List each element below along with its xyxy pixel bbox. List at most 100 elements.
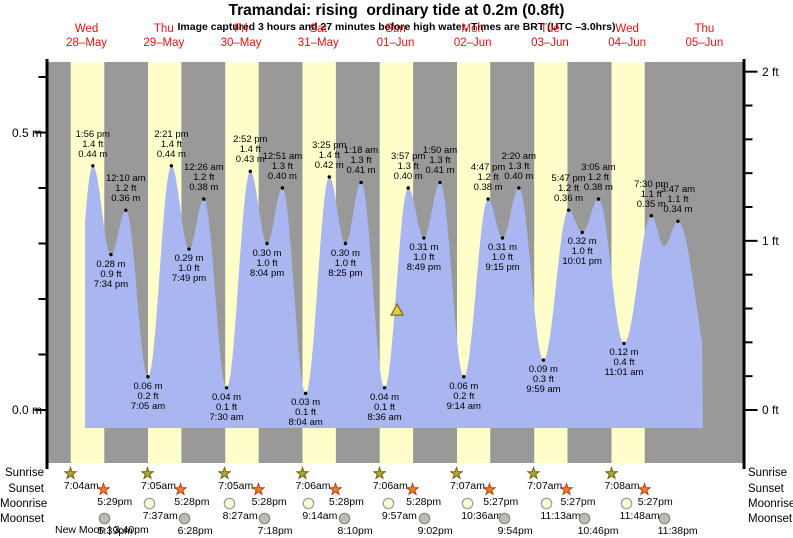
y-axis-left-label: 0.5 m (11, 125, 42, 140)
moonrise-time: 11:13am (540, 510, 581, 522)
low-tide-label: 0.29 m 1.0 ft 7:49 pm (171, 253, 207, 285)
sunset-time: 5:28pm (406, 496, 442, 508)
low-tide-label: 0.06 m 0.2 ft 7:05 am (130, 380, 166, 412)
day-date-label: 04–Jun (608, 37, 647, 49)
moonset-circle-icon (578, 512, 619, 525)
right-axis-line (742, 59, 746, 469)
sunset-entry: 5:28pm (174, 482, 209, 508)
capture-time-marker-icon (390, 302, 405, 316)
tide-extreme-dot (109, 252, 113, 257)
day-of-week-label: Sun (385, 23, 406, 35)
sunrise-star-icon (63, 466, 99, 480)
sunrise-star-icon (141, 466, 176, 480)
sunset-time: 5:27pm (560, 496, 596, 508)
left-axis-tick (38, 187, 46, 189)
sunset-time: 5:28pm (174, 496, 210, 508)
moonrise-time: 10:36am (461, 510, 503, 522)
day-date-label: 29–May (143, 37, 185, 49)
circle-shape (620, 497, 632, 510)
low-tide-label: 0.31 m 1.0 ft 9:15 pm (485, 241, 520, 273)
tide-extreme-dot (303, 391, 308, 396)
circle-shape (143, 497, 156, 510)
day-of-week-label: Sat (309, 23, 327, 35)
high-tide-label: 4:47 pm 1.2 ft 0.38 m (470, 162, 506, 194)
page-title: Tramandai: rising ordinary tide at 0.2m … (228, 2, 565, 19)
moonrise-entry: 8:27am (223, 497, 258, 522)
right-axis-tick (745, 206, 753, 209)
sunset-star-icon (560, 482, 595, 496)
circle-shape (303, 497, 315, 510)
moonset-circle-icon (258, 512, 293, 525)
circle-shape (541, 497, 553, 510)
tide-extreme-dot (382, 386, 387, 390)
high-tide-label: 2:21 pm 1.4 ft 0.44 m (154, 128, 189, 160)
sunrise-time: 7:04am (63, 480, 99, 492)
sunrise-entry: 7:04am (63, 466, 99, 492)
tide-extreme-dot (566, 208, 571, 212)
right-axis-tick (745, 409, 758, 411)
moonset-entry: 7:18pm (258, 512, 293, 537)
right-axis-tick (745, 70, 758, 73)
day-date-label: 01–Jun (376, 37, 415, 49)
sunset-star-icon (328, 482, 364, 496)
tide-extreme-dot (146, 375, 150, 379)
moonset-entry: 11:38pm (658, 512, 698, 537)
moonset-entry: 10:46pm (578, 512, 619, 537)
right-axis-tick (745, 239, 758, 242)
star-shape (97, 482, 111, 496)
sunrise-time: 7:05am (141, 480, 177, 492)
day-date-label: 28–May (66, 37, 108, 49)
moonrise-circle-icon (461, 497, 502, 510)
tide-extreme-dot (91, 164, 95, 168)
left-axis-tick (34, 131, 46, 134)
low-tide-label: 0.28 m 0.9 ft 7:34 pm (93, 258, 129, 290)
page-subtitle: Image captured 3 hours and 27 minutes be… (177, 21, 616, 33)
low-tide-label: 0.09 m 0.3 ft 9:59 am (526, 364, 561, 396)
sunrise-time: 7:05am (218, 480, 254, 492)
sunrise-entry: 7:05am (218, 466, 253, 492)
moonset-circle-icon (178, 512, 213, 525)
moonset-time: 5:39pm (97, 525, 133, 537)
y-axis-right-label: 0 ft (762, 403, 779, 417)
star-shape (637, 482, 651, 496)
star-shape (527, 466, 541, 480)
circle-shape (98, 512, 111, 525)
moonset-entry: 9:54pm (498, 512, 533, 537)
sunrise-entry: 7:05am (141, 466, 176, 492)
circle-shape (578, 512, 590, 525)
star-shape (63, 466, 77, 480)
circle-shape (498, 512, 510, 525)
tide-extreme-dot (343, 241, 348, 246)
sunset-time: 5:27pm (483, 496, 519, 508)
sunset-entry: 5:27pm (637, 482, 673, 508)
high-tide-label: 3:57 pm 1.3 ft 0.40 m (391, 151, 426, 182)
moonrise-circle-icon (382, 497, 417, 510)
circle-shape (658, 512, 670, 525)
sunrise-star-icon (527, 466, 562, 480)
moonset-time: 7:18pm (257, 525, 293, 537)
sunrise-star-icon (450, 466, 485, 480)
circle-shape (178, 512, 190, 525)
moonset-circle-icon (498, 512, 533, 525)
tide-extreme-dot (224, 386, 229, 390)
day-date-label: 30–May (220, 37, 262, 49)
day-of-week-label: Wed (74, 23, 99, 35)
day-of-week-label: Tue (540, 23, 560, 35)
moonrise-entry: 9:14am (302, 497, 337, 522)
low-tide-label: 0.03 m 0.1 ft 8:04 am (288, 397, 323, 429)
tide-extreme-dot (500, 236, 505, 240)
moonrise-entry: 7:37am (143, 497, 178, 522)
astro-row-label-left: Moonrise (0, 498, 48, 510)
tide-extreme-dot (280, 186, 285, 190)
right-axis-tick (745, 307, 753, 310)
low-tide-label: 0.30 m 1.0 ft 8:04 pm (249, 247, 285, 279)
sunrise-entry: 7:07am (527, 466, 562, 492)
sunrise-entry: 7:07am (450, 466, 485, 492)
moonset-time: 6:28pm (177, 525, 213, 537)
tide-extreme-dot (327, 175, 331, 179)
star-shape (141, 466, 154, 480)
tide-extreme-dot (486, 197, 490, 201)
circle-shape (258, 512, 270, 525)
moonset-time: 11:38pm (657, 525, 698, 537)
